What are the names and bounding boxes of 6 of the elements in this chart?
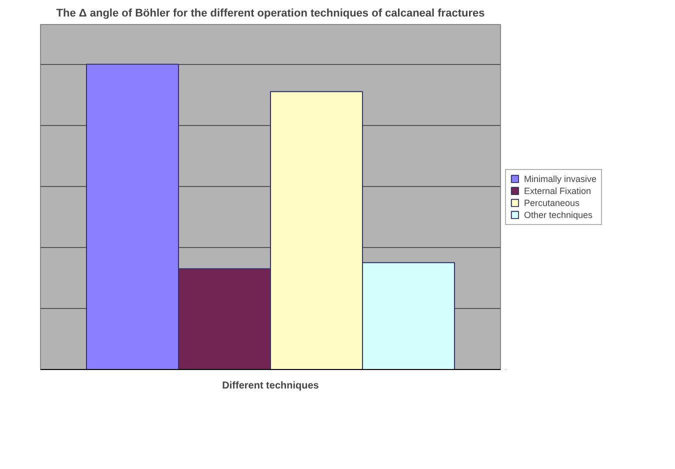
legend-label: Minimally invasive [524, 174, 597, 184]
x-axis-title: Different techniques [222, 380, 320, 392]
legend-label: Percutaneous [524, 198, 580, 208]
legend-label: External Fixation [524, 186, 592, 196]
legend-label: Other techniques [524, 210, 593, 220]
chart-title: The Δ angle of Böhler for the different operation techniques of calcaneal fractures [56, 8, 485, 20]
